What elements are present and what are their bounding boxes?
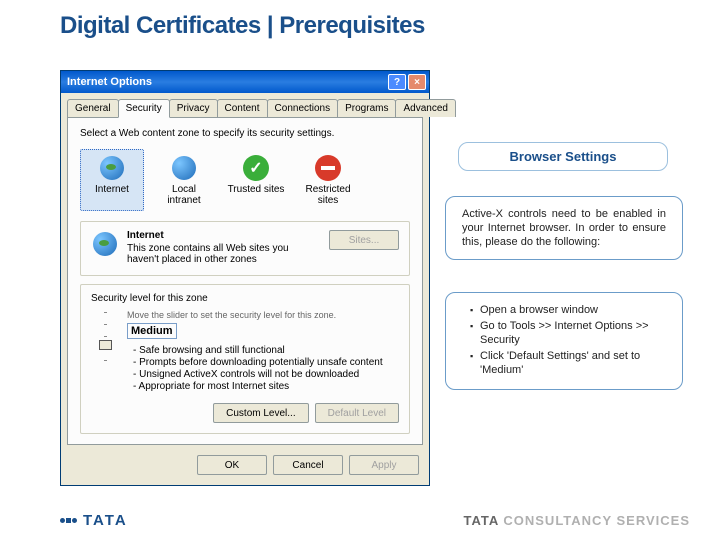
zone-detail-text: Internet This zone contains all Web site… — [127, 230, 321, 265]
logo-text: TATA — [83, 512, 128, 529]
zone-detail-desc: This zone contains all Web sites you hav… — [127, 243, 289, 265]
zone-label: Restricted sites — [299, 184, 357, 206]
titlebar-buttons: ? × — [388, 74, 426, 90]
ok-button[interactable]: OK — [197, 455, 267, 475]
security-level-heading: Security level for this zone — [91, 293, 399, 304]
help-button[interactable]: ? — [388, 74, 406, 90]
security-level-text: Move the slider to set the security leve… — [127, 310, 399, 393]
tab-connections[interactable]: Connections — [267, 99, 339, 117]
step-item: Click 'Default Settings' and set to 'Med… — [470, 349, 666, 377]
slider-thumb[interactable] — [99, 340, 112, 350]
bullet: - Appropriate for most Internet sites — [133, 381, 399, 393]
zone-picker: Internet Local intranet ✓ Trusted sites … — [80, 149, 410, 211]
security-slider[interactable] — [91, 310, 119, 393]
tcs-logo: TATA CONSULTANCY SERVICES — [463, 513, 690, 528]
slide-footer: TATA TATA CONSULTANCY SERVICES — [0, 500, 720, 540]
security-level-group: Security level for this zone Move the sl… — [80, 284, 410, 434]
slider-hint: Move the slider to set the security leve… — [127, 310, 399, 320]
logo-mark-icon — [60, 518, 77, 523]
bullet: - Prompts before downloading potentially… — [133, 357, 399, 369]
callout-title: Browser Settings — [458, 142, 668, 171]
globe-icon — [91, 230, 119, 258]
dialog-titlebar: Internet Options ? × — [61, 71, 429, 93]
custom-level-button[interactable]: Custom Level... — [213, 403, 308, 423]
tab-general[interactable]: General — [67, 99, 119, 117]
zone-label: Local intranet — [155, 184, 213, 206]
globe-icon — [98, 154, 126, 182]
internet-options-dialog: Internet Options ? × General Security Pr… — [60, 70, 430, 486]
slider-track — [104, 312, 107, 372]
zone-label: Trusted sites — [227, 184, 285, 195]
step-item: Go to Tools >> Internet Options >> Secur… — [470, 319, 666, 347]
dialog-title: Internet Options — [67, 76, 152, 88]
zone-detail-name: Internet — [127, 230, 321, 241]
dialog-tabs: General Security Privacy Content Connect… — [67, 99, 423, 118]
security-panel: Select a Web content zone to specify its… — [67, 118, 423, 445]
zone-intro-text: Select a Web content zone to specify its… — [80, 128, 410, 139]
bullet: - Safe browsing and still functional — [133, 345, 399, 357]
cancel-button[interactable]: Cancel — [273, 455, 343, 475]
slide-title: Digital Certificates | Prerequisites — [0, 0, 720, 40]
callout-steps: Open a browser window Go to Tools >> Int… — [445, 292, 683, 390]
zone-internet[interactable]: Internet — [80, 149, 144, 211]
check-badge-icon: ✓ — [242, 154, 270, 182]
step-item: Open a browser window — [470, 303, 666, 317]
tab-programs[interactable]: Programs — [337, 99, 396, 117]
tab-advanced[interactable]: Advanced — [395, 99, 455, 117]
dialog-buttons: OK Cancel Apply — [61, 451, 429, 485]
close-button[interactable]: × — [408, 74, 426, 90]
apply-button[interactable]: Apply — [349, 455, 419, 475]
stop-badge-icon — [314, 154, 342, 182]
logo-text-light: CONSULTANCY SERVICES — [499, 513, 690, 528]
tab-security[interactable]: Security — [118, 99, 170, 118]
zone-local-intranet[interactable]: Local intranet — [152, 149, 216, 211]
callout-body: Active-X controls need to be enabled in … — [445, 196, 683, 260]
sites-button[interactable]: Sites... — [329, 230, 399, 250]
zone-detail-group: Internet This zone contains all Web site… — [80, 221, 410, 276]
tata-logo: TATA — [60, 512, 128, 529]
security-level-value: Medium — [127, 323, 177, 339]
logo-text-dark: TATA — [463, 513, 498, 528]
zone-restricted[interactable]: Restricted sites — [296, 149, 360, 211]
zone-trusted[interactable]: ✓ Trusted sites — [224, 149, 288, 211]
tab-content[interactable]: Content — [217, 99, 268, 117]
security-buttons: Custom Level... Default Level — [91, 403, 399, 423]
bullet: - Unsigned ActiveX controls will not be … — [133, 369, 399, 381]
default-level-button[interactable]: Default Level — [315, 403, 399, 423]
tab-privacy[interactable]: Privacy — [169, 99, 218, 117]
security-bullets: - Safe browsing and still functional - P… — [127, 345, 399, 393]
globe-local-icon — [170, 154, 198, 182]
zone-label: Internet — [83, 184, 141, 195]
